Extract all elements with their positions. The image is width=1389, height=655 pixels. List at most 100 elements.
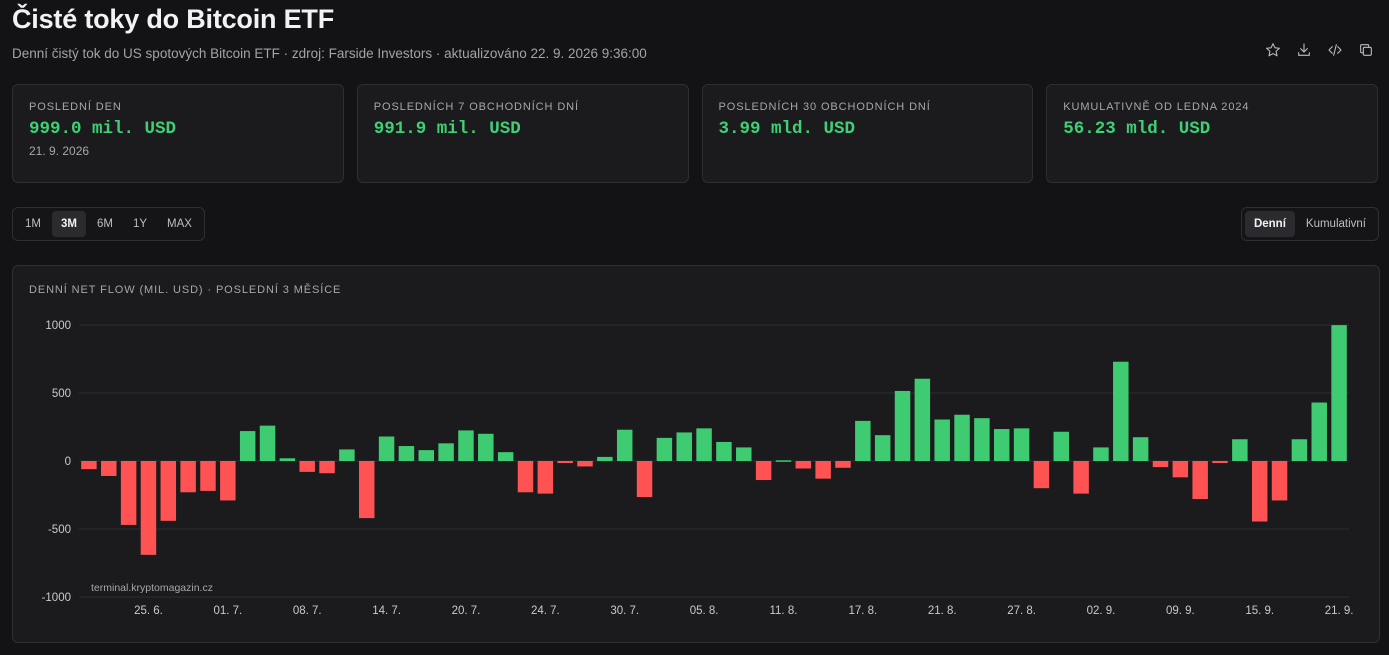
stat-card-cumulative: Kumulativně od ledna 2024 56.23 mld. USD [1046, 84, 1378, 183]
inflow-bar [239, 431, 256, 461]
outflow-bar [1033, 461, 1050, 489]
stat-cards: Poslední den 999.0 mil. USD 21. 9. 2026 … [12, 84, 1378, 183]
outflow-bar [358, 461, 375, 519]
outflow-bar [299, 461, 315, 472]
stat-card-value: 999.0 mil. USD [29, 119, 177, 139]
flow-bar-chart: 1000 500 0 -500 -1000 25. 6. 01. 7. 08. 7. 14. 7… [42, 320, 1354, 617]
outflow-bar [180, 461, 196, 493]
inflow-bar [398, 446, 415, 461]
outflow-bar [537, 461, 554, 494]
stat-card-7-days: Posledních 7 obchodních dní 991.9 mil. U… [356, 84, 689, 183]
inflow-bar [954, 414, 970, 461]
inflow-bar [775, 460, 792, 462]
outflow-bar [1251, 461, 1268, 522]
y-tick-label: 0 [65, 456, 71, 468]
outflow-bar [1212, 461, 1228, 464]
x-tick-label: 02. 9. [1087, 605, 1116, 617]
stat-card-value: 3.99 mld. USD [718, 119, 856, 139]
x-tick-label: 24. 7. [531, 605, 560, 617]
x-tick-label: 20. 7. [452, 605, 481, 617]
stat-card-label: Posledních 30 obchodních dní [718, 101, 931, 113]
range-button-1y[interactable]: 1Y [132, 218, 148, 230]
mode-button-cumulative[interactable]: Kumulativní [1305, 218, 1366, 230]
code-icon[interactable] [1325, 40, 1344, 59]
page-subtitle: Denní čistý tok do US spotových Bitcoin … [12, 46, 647, 61]
mode-toggle: Denní Kumulativní [1240, 207, 1379, 241]
inflow-bar [1053, 431, 1070, 461]
outflow-bar [319, 461, 335, 474]
outflow-bar [200, 461, 216, 491]
stat-card-last-day: Poslední den 999.0 mil. USD 21. 9. 2026 [12, 84, 344, 183]
range-button-6m[interactable]: 6M [96, 218, 113, 230]
range-button-max[interactable]: MAX [167, 218, 192, 230]
stat-card-label: Posledních 7 obchodních dní [373, 101, 579, 113]
inflow-bar [1331, 325, 1347, 461]
inflow-bar [716, 441, 732, 461]
outflow-bar [1271, 461, 1288, 501]
outflow-bar [755, 461, 772, 481]
x-tick-label: 15. 9. [1245, 605, 1274, 617]
chart-panel: Denní net flow (mil. USD) · poslední 3 m… [12, 265, 1380, 643]
outflow-bar [101, 461, 117, 476]
inflow-bar [874, 435, 891, 461]
inflow-bar [378, 436, 395, 461]
y-tick-label: 500 [52, 388, 71, 400]
inflow-bar [597, 456, 613, 461]
x-tick-label: 01. 7. [213, 605, 242, 617]
inflow-bar [656, 437, 673, 461]
chart-title: Denní net flow (mil. USD) · poslední 3 m… [29, 284, 342, 296]
outflow-bar [140, 461, 157, 555]
stat-card-value: 56.23 mld. USD [1063, 119, 1211, 139]
inflow-bar [934, 419, 950, 461]
x-tick-label: 21. 8. [928, 605, 957, 617]
outflow-bar [835, 461, 851, 468]
outflow-bar [1192, 461, 1208, 500]
outflow-bar [795, 461, 812, 469]
star-icon[interactable] [1263, 40, 1282, 59]
page-title: Čisté toky do Bitcoin ETF [12, 4, 335, 34]
copy-icon[interactable] [1356, 40, 1375, 59]
y-tick-label: -500 [48, 524, 71, 536]
range-button-1m[interactable]: 1M [25, 218, 41, 230]
inflow-bar [1132, 437, 1149, 461]
inflow-bar [497, 452, 514, 461]
outflow-bar [517, 461, 534, 493]
stat-card-date: 21. 9. 2026 [29, 144, 90, 158]
outflow-bar [577, 461, 593, 467]
outflow-bar [220, 461, 236, 501]
stat-card-label: Kumulativně od ledna 2024 [1063, 101, 1250, 113]
inflow-bar [676, 432, 692, 461]
outflow-bar [1152, 461, 1169, 468]
range-selector: 1M 3M 6M 1Y MAX [12, 207, 205, 241]
inflow-bar [1113, 361, 1129, 461]
x-tick-label: 11. 8. [769, 605, 797, 617]
inflow-bar [458, 430, 474, 461]
outflow-bar [160, 461, 177, 521]
mode-button-daily[interactable]: Denní [1244, 211, 1295, 237]
inflow-bar [279, 458, 296, 461]
x-tick-label: 25. 6. [134, 605, 163, 617]
outflow-bar [120, 461, 137, 525]
outflow-bar [1172, 461, 1189, 478]
watermark: terminal.kryptomagazin.cz [91, 582, 213, 594]
stat-card-value: 991.9 mil. USD [373, 119, 521, 139]
x-tick-label: 30. 7. [610, 605, 639, 617]
x-tick-label: 17. 8. [848, 605, 877, 617]
range-button-3m[interactable]: 3M [51, 211, 86, 237]
y-tick-label: 1000 [45, 320, 71, 332]
inflow-bar [993, 429, 1010, 461]
action-bar [1263, 40, 1375, 59]
inflow-bar [1311, 402, 1327, 461]
inflow-bar [478, 433, 494, 461]
inflow-bar [1232, 439, 1248, 461]
x-tick-label: 21. 9. [1325, 605, 1354, 617]
download-icon[interactable] [1294, 40, 1313, 59]
inflow-bar [259, 425, 276, 461]
x-tick-label: 05. 8. [690, 605, 719, 617]
stat-card-30-days: Posledních 30 obchodních dní 3.99 mld. U… [701, 84, 1034, 183]
outflow-bar [557, 461, 573, 464]
inflow-bar [736, 447, 752, 461]
outflow-bar [636, 461, 653, 498]
x-tick-label: 14. 7. [372, 605, 401, 617]
x-tick-label: 27. 8. [1007, 605, 1036, 617]
